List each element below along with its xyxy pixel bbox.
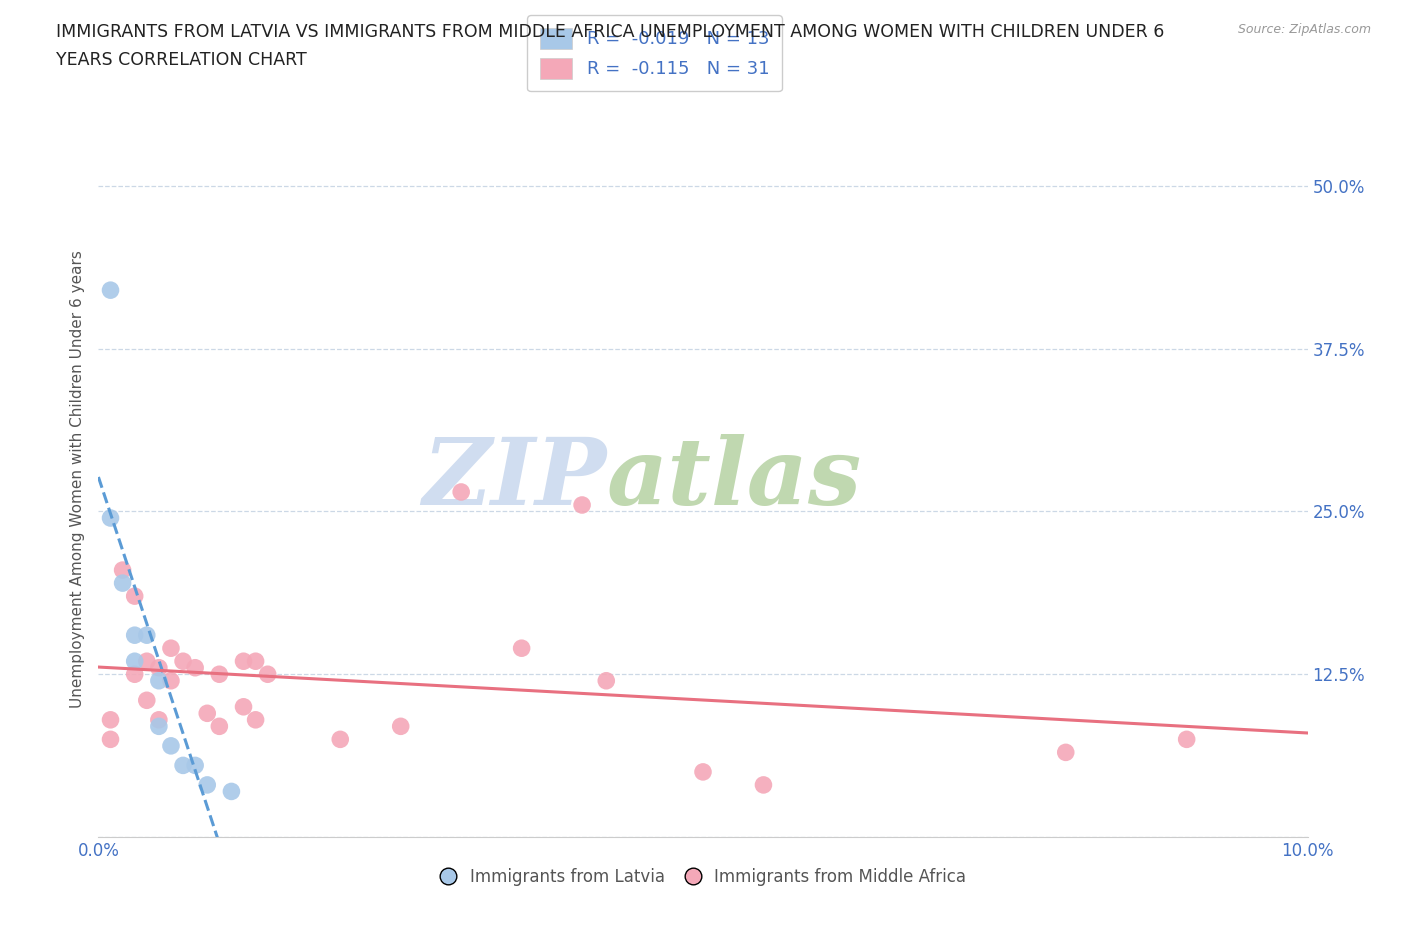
Point: [329, 732, 352, 747]
Point: [148, 660, 170, 675]
Point: [692, 764, 714, 779]
Y-axis label: Unemployment Among Women with Children Under 6 years: Unemployment Among Women with Children U…: [69, 250, 84, 708]
Point: [389, 719, 412, 734]
Point: [100, 732, 122, 747]
Point: [124, 589, 146, 604]
Point: [450, 485, 472, 499]
Point: [195, 777, 218, 792]
Text: ZIP: ZIP: [422, 434, 606, 524]
Text: Source: ZipAtlas.com: Source: ZipAtlas.com: [1237, 23, 1371, 36]
Legend: Immigrants from Latvia, Immigrants from Middle Africa: Immigrants from Latvia, Immigrants from …: [433, 862, 973, 893]
Point: [160, 673, 183, 688]
Point: [172, 758, 194, 773]
Point: [100, 511, 122, 525]
Point: [124, 667, 146, 682]
Point: [135, 628, 157, 643]
Point: [1175, 732, 1198, 747]
Point: [124, 628, 146, 643]
Point: [135, 654, 157, 669]
Point: [184, 758, 207, 773]
Point: [245, 654, 267, 669]
Point: [148, 712, 170, 727]
Point: [135, 693, 157, 708]
Point: [184, 660, 207, 675]
Point: [245, 712, 267, 727]
Point: [111, 563, 134, 578]
Point: [571, 498, 593, 512]
Text: IMMIGRANTS FROM LATVIA VS IMMIGRANTS FROM MIDDLE AFRICA UNEMPLOYMENT AMONG WOMEN: IMMIGRANTS FROM LATVIA VS IMMIGRANTS FRO…: [56, 23, 1164, 41]
Point: [595, 673, 617, 688]
Point: [208, 719, 231, 734]
Point: [160, 641, 183, 656]
Point: [148, 719, 170, 734]
Point: [256, 667, 278, 682]
Point: [510, 641, 533, 656]
Point: [172, 654, 194, 669]
Point: [160, 738, 183, 753]
Text: atlas: atlas: [606, 434, 862, 524]
Text: YEARS CORRELATION CHART: YEARS CORRELATION CHART: [56, 51, 307, 69]
Point: [1054, 745, 1077, 760]
Point: [124, 654, 146, 669]
Point: [111, 576, 134, 591]
Point: [232, 654, 254, 669]
Point: [195, 706, 218, 721]
Point: [148, 673, 170, 688]
Point: [208, 667, 231, 682]
Point: [100, 712, 122, 727]
Point: [221, 784, 243, 799]
Point: [752, 777, 775, 792]
Point: [232, 699, 254, 714]
Point: [100, 283, 122, 298]
